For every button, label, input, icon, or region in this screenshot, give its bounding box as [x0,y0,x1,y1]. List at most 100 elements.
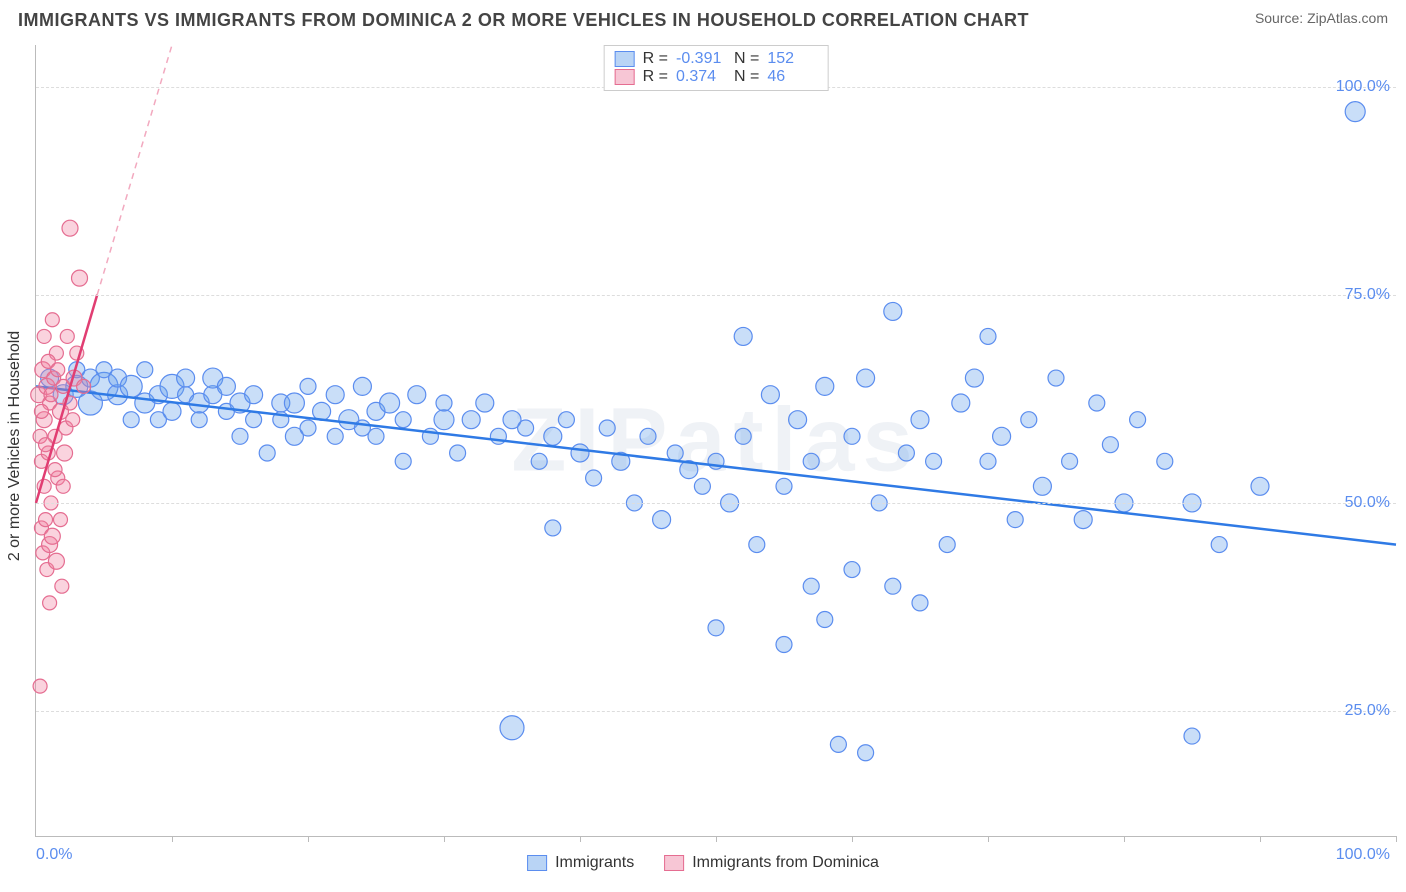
data-point [353,377,371,395]
x-origin-label: 0.0% [36,846,72,864]
n-value-immigrants: 152 [767,50,817,68]
data-point [43,596,57,610]
data-point [1251,477,1269,495]
swatch-immigrants [615,51,635,67]
x-tick [716,836,717,842]
data-point [816,377,834,395]
data-point [844,562,860,578]
data-point [1211,537,1227,553]
swatch-dominica [615,69,635,85]
data-point [817,612,833,628]
data-point [965,369,983,387]
y-tick-label: 75.0% [1345,286,1390,304]
data-point [55,579,69,593]
data-point [245,386,263,404]
data-point [434,410,454,430]
data-point [1007,512,1023,528]
data-point [62,220,78,236]
legend-item-immigrants: Immigrants [527,854,634,872]
data-point [45,313,59,327]
n-value-dominica: 46 [767,68,817,86]
data-point [640,428,656,444]
data-point [1048,370,1064,386]
r-value-immigrants: -0.391 [676,50,726,68]
data-point [857,369,875,387]
data-point [1021,412,1037,428]
gridline [36,503,1396,504]
r-label: R = [643,68,668,86]
trend-line [36,386,1396,544]
data-point [137,362,153,378]
stats-legend: R = -0.391 N = 152 R = 0.374 N = 46 [604,45,829,91]
data-point [39,513,53,527]
data-point [844,428,860,444]
data-point [1074,511,1092,529]
x-tick [308,836,309,842]
data-point [232,428,248,444]
data-point [734,327,752,345]
data-point [368,428,384,444]
data-point [60,329,74,343]
gridline [36,295,1396,296]
data-point [776,478,792,494]
data-point [123,412,139,428]
x-tick [1396,836,1397,842]
data-point [163,402,181,420]
data-point [912,595,928,611]
data-point [34,404,48,418]
trend-line-ext [97,45,172,295]
data-point [476,394,494,412]
legend-label-immigrants: Immigrants [555,854,634,872]
data-point [37,329,51,343]
bottom-legend: Immigrants Immigrants from Dominica [527,854,879,872]
r-label: R = [643,50,668,68]
data-point [217,377,235,395]
data-point [653,511,671,529]
data-point [803,453,819,469]
data-point [462,411,480,429]
y-tick-label: 100.0% [1336,78,1390,96]
data-point [980,328,996,344]
data-point [993,427,1011,445]
x-tick [580,836,581,842]
chart-title: IMMIGRANTS VS IMMIGRANTS FROM DOMINICA 2… [18,10,1029,31]
data-point [300,378,316,394]
data-point [1062,453,1078,469]
chart-area: ZIPatlas R = -0.391 N = 152 R = 0.374 N … [35,45,1396,837]
data-point [44,388,58,402]
data-point [1102,437,1118,453]
data-point [980,453,996,469]
data-point [1130,412,1146,428]
data-point [939,537,955,553]
data-point [911,411,929,429]
data-point [694,478,710,494]
stats-row-dominica: R = 0.374 N = 46 [615,68,818,86]
data-point [51,363,65,377]
y-tick-label: 25.0% [1345,702,1390,720]
data-point [571,444,589,462]
legend-item-dominica: Immigrants from Dominica [664,854,879,872]
data-point [830,736,846,752]
data-point [380,393,400,413]
data-point [558,412,574,428]
y-tick-label: 50.0% [1345,494,1390,512]
source-link[interactable]: ZipAtlas.com [1307,10,1388,26]
data-point [1157,453,1173,469]
legend-label-dominica: Immigrants from Dominica [692,854,879,872]
data-point [586,470,602,486]
x-max-label: 100.0% [1336,846,1390,864]
data-point [544,427,562,445]
data-point [259,445,275,461]
data-point [395,453,411,469]
data-point [327,428,343,444]
data-point [53,513,67,527]
data-point [44,528,60,544]
data-point [518,420,534,436]
gridline [36,711,1396,712]
data-point [284,393,304,413]
legend-swatch-dominica [664,855,684,871]
x-tick [444,836,445,842]
data-point [599,420,615,436]
data-point [48,463,62,477]
data-point [735,428,751,444]
